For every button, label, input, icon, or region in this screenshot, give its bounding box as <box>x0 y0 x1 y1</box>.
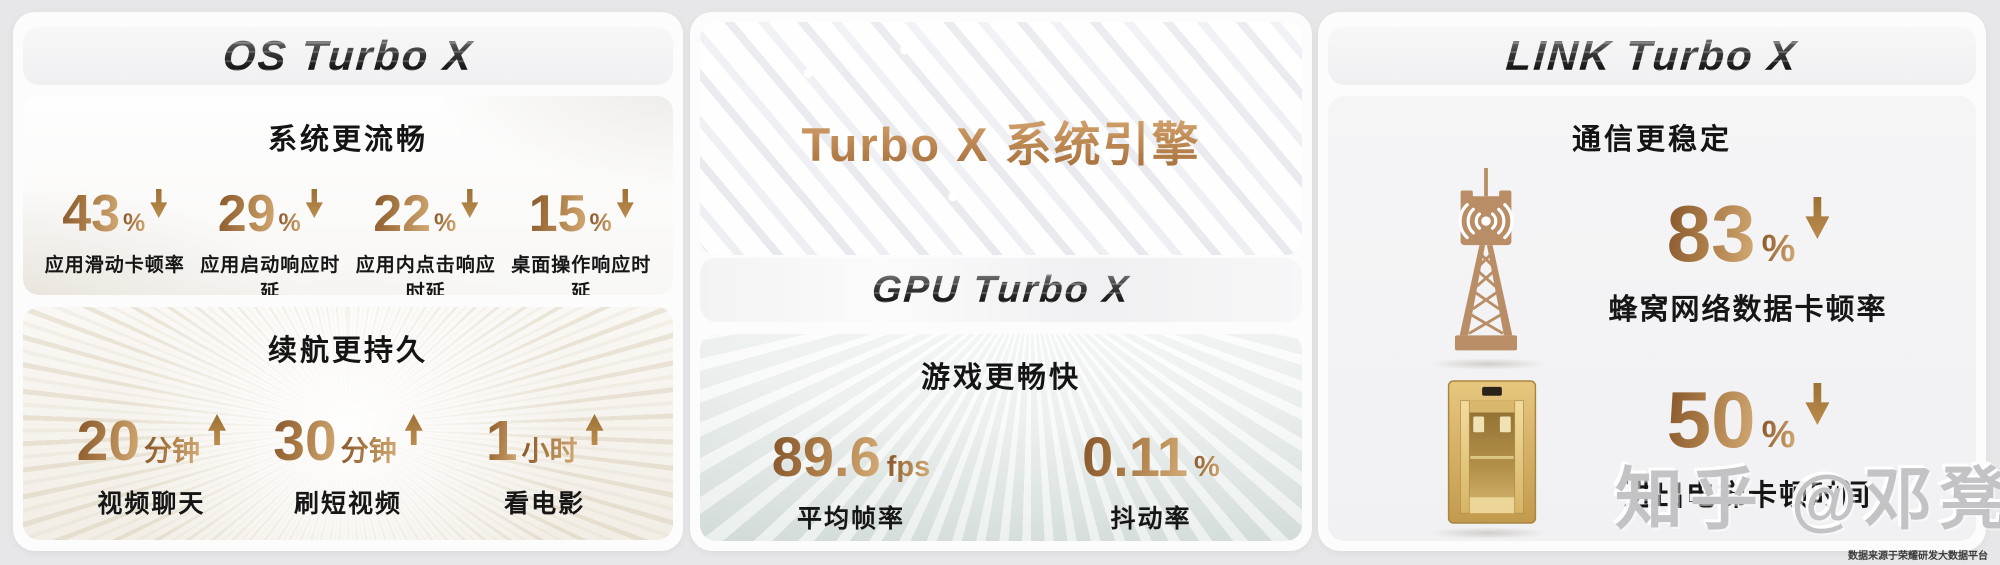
down-arrow-icon <box>1805 197 1830 239</box>
stat-label: 蜂窝网络数据卡顿率 <box>1608 294 1888 326</box>
stat-label: 应用启动响应时延 <box>200 255 341 295</box>
down-arrow-icon <box>150 189 168 218</box>
stat-value: 1 <box>485 409 518 473</box>
stat-watch-movie: 1 小时 看电影 <box>446 413 643 520</box>
zhihu-watermark: 知乎 @邓凳 <box>1615 462 2000 538</box>
stat-value: 89.6 <box>771 425 881 488</box>
engine-title-card: Turbo X 系统引擎 <box>700 22 1302 255</box>
stat-value-row: 22 % <box>348 188 504 240</box>
stat-unit: fps <box>886 451 931 483</box>
stat-value: 43 <box>62 185 121 243</box>
stat-unit: % <box>434 209 457 237</box>
stat-average-fps: 89.6 fps 平均帧率 <box>761 429 941 535</box>
stat-unit: % <box>589 209 612 237</box>
elevator-shadow <box>1428 527 1548 539</box>
stat-in-app-tap-latency: 22 % 应用内点击响应时延 <box>348 188 504 295</box>
down-arrow-icon <box>616 189 634 218</box>
system-smooth-title: 系统更流畅 <box>267 124 428 156</box>
down-arrow-icon <box>461 189 479 218</box>
up-arrow-icon <box>404 414 423 445</box>
tower-shadow <box>1428 358 1548 370</box>
stat-value-row: 0.11 % <box>1061 429 1241 485</box>
stat-elevator-jank-time: 50 % 进出电梯卡顿时间 <box>1548 380 1948 514</box>
gpu-turbo-title: GPU Turbo X <box>870 268 1132 312</box>
gpu-turbo-title-card: GPU Turbo X <box>700 258 1302 322</box>
stat-value-row: 29 % <box>193 188 349 240</box>
game-smooth-title: 游戏更畅快 <box>920 362 1081 394</box>
stat-app-slide-jank: 43 % 应用滑动卡顿率 <box>37 188 193 295</box>
system-smooth-stats: 43 % 应用滑动卡顿率 29 % 应用启动响应时延 <box>23 188 673 295</box>
stat-short-video: 30 分钟 刷短视频 <box>250 413 447 520</box>
data-source-note: 数据来源于荣耀研发大数据平台 <box>1848 551 1988 562</box>
elevator-icon <box>1446 379 1538 525</box>
stat-unit: % <box>278 209 301 237</box>
engine-title: Turbo X 系统引擎 <box>700 106 1302 175</box>
stat-unit: 小时 <box>521 435 578 466</box>
battery-endurance-stats: 20 分钟 视频聊天 30 分钟 刷短视频 1 <box>23 413 673 520</box>
down-arrow-icon <box>1805 383 1830 425</box>
stat-value-row: 43 % <box>37 188 193 240</box>
stat-unit: % <box>123 209 146 237</box>
stat-value-row: 15 % <box>504 188 660 240</box>
stat-cellular-jank: 83 % 蜂窝网络数据卡顿率 <box>1548 194 1948 328</box>
stat-desktop-op-latency: 15 % 桌面操作响应时延 <box>504 188 660 295</box>
stat-unit: 分钟 <box>144 435 201 466</box>
system-smooth-card: 系统更流畅 43 % 应用滑动卡顿率 29 % 应用启动 <box>23 96 673 295</box>
stat-value-row: 50 % <box>1548 380 1948 460</box>
stat-value: 50 <box>1666 375 1756 464</box>
cell-tower-icon <box>1440 168 1532 356</box>
stat-label: 平均帧率 <box>796 505 905 533</box>
stat-unit: % <box>1761 414 1796 456</box>
link-turbo-title-card: LINK Turbo X <box>1328 27 1976 85</box>
stat-jitter-rate: 0.11 % 抖动率 <box>1061 429 1241 535</box>
stat-value-row: 83 % <box>1548 194 1948 274</box>
stat-unit: 分钟 <box>340 435 397 466</box>
stat-value-row: 1 小时 <box>446 413 643 470</box>
comm-stable-card: 通信更稳定 <box>1328 96 1976 541</box>
stat-label: 抖动率 <box>1110 505 1192 533</box>
stat-value: 20 <box>76 409 141 473</box>
stat-value: 15 <box>528 185 587 243</box>
link-turbo-panel: LINK Turbo X 通信更稳定 <box>1318 12 1986 551</box>
stat-label: 应用内点击响应时延 <box>355 255 496 295</box>
link-turbo-title: LINK Turbo X <box>1504 32 1800 80</box>
stat-unit: % <box>1194 451 1220 483</box>
os-turbo-panel: OS Turbo X 系统更流畅 43 % 应用滑动卡顿率 29 % <box>13 12 683 551</box>
battery-endurance-title: 续航更持久 <box>267 335 428 367</box>
stat-value: 22 <box>373 185 432 243</box>
stat-value-row: 89.6 fps <box>761 429 941 485</box>
stat-label: 刷短视频 <box>294 490 403 518</box>
stat-label: 看电影 <box>504 490 586 518</box>
stat-label: 桌面操作响应时延 <box>511 255 652 295</box>
stat-value: 30 <box>273 409 337 473</box>
down-arrow-icon <box>305 189 323 218</box>
stat-app-launch-latency: 29 % 应用启动响应时延 <box>193 188 349 295</box>
stat-unit: % <box>1761 228 1796 270</box>
stat-label: 进出电梯卡顿时间 <box>1623 480 1872 512</box>
game-smooth-card: 游戏更畅快 89.6 fps 平均帧率 0.11 % 抖动率 <box>700 334 1302 541</box>
stat-value-row: 30 分钟 <box>250 413 447 470</box>
stat-value: 0.11 <box>1082 425 1189 488</box>
up-arrow-icon <box>208 414 227 445</box>
stat-value: 29 <box>217 185 276 243</box>
stat-video-chat: 20 分钟 视频聊天 <box>53 413 250 520</box>
stat-value: 83 <box>1666 189 1756 278</box>
turbo-x-engine-panel: Turbo X 系统引擎 GPU Turbo X 游戏更畅快 89.6 fps … <box>690 12 1312 551</box>
stat-label: 应用滑动卡顿率 <box>44 255 185 276</box>
up-arrow-icon <box>585 414 604 445</box>
os-turbo-title: OS Turbo X <box>221 32 475 80</box>
os-turbo-title-card: OS Turbo X <box>23 27 673 85</box>
stat-label: 视频聊天 <box>97 490 206 518</box>
comm-stable-title: 通信更稳定 <box>1571 124 1732 156</box>
stat-value-row: 20 分钟 <box>53 413 250 470</box>
game-stats: 89.6 fps 平均帧率 0.11 % 抖动率 <box>700 429 1302 535</box>
battery-endurance-card: 续航更持久 20 分钟 视频聊天 30 分钟 刷短视频 <box>23 307 673 540</box>
